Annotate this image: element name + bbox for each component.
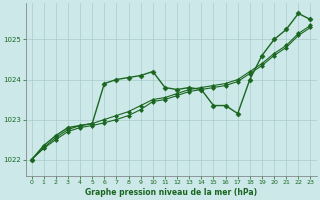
X-axis label: Graphe pression niveau de la mer (hPa): Graphe pression niveau de la mer (hPa) (85, 188, 257, 197)
